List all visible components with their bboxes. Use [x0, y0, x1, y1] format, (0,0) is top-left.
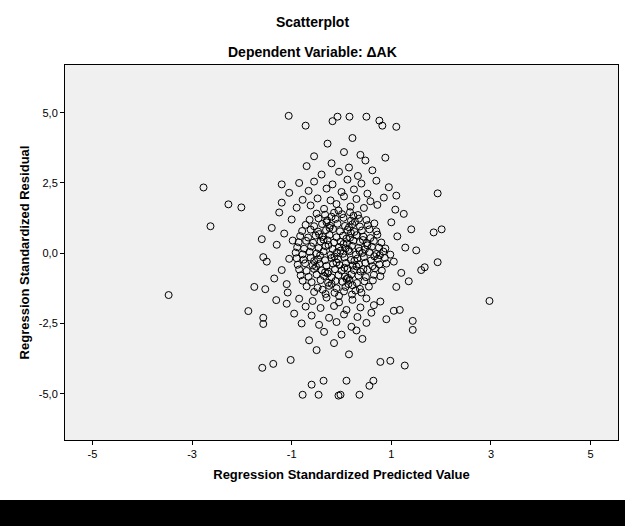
- svg-text:-5,0: -5,0: [39, 388, 58, 400]
- svg-text:Regression Standardized Predic: Regression Standardized Predicted Value: [213, 467, 469, 482]
- svg-text:3: 3: [488, 448, 494, 460]
- svg-text:5: 5: [588, 448, 594, 460]
- svg-text:-3: -3: [187, 448, 197, 460]
- svg-text:-5: -5: [88, 448, 98, 460]
- svg-text:Scatterplot: Scatterplot: [276, 14, 349, 30]
- svg-text:0,0: 0,0: [43, 247, 58, 259]
- svg-text:-1: -1: [287, 448, 297, 460]
- svg-text:-2,5: -2,5: [39, 317, 58, 329]
- svg-text:5,0: 5,0: [43, 107, 58, 119]
- svg-text:2,5: 2,5: [43, 177, 58, 189]
- svg-text:Regression Standardized Residu: Regression Standardized Residual: [17, 146, 32, 360]
- svg-text:1: 1: [388, 448, 394, 460]
- svg-text:Dependent Variable: ΔAK: Dependent Variable: ΔAK: [228, 44, 397, 60]
